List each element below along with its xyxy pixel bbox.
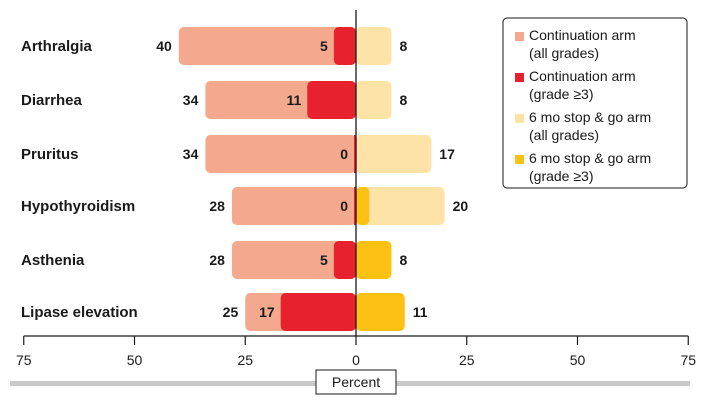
bars-layer [178,27,445,331]
label-continuation-grade3-asthenia: 5 [320,252,328,268]
legend-entry-label: (grade ≥3) [529,168,594,184]
bar-continuation-all-arthralgia [178,27,356,65]
label-stop-go-all-pruritus: 17 [439,146,455,162]
category-label-lipase-elevation: Lipase elevation [21,304,138,321]
label-stop-go-all-lipase-elevation: 11 [413,304,428,320]
legend-entry-label: Continuation arm [529,27,636,43]
label-continuation-all-diarrhea: 34 [183,92,199,108]
bar-continuation-grade3-arthralgia [333,27,356,65]
label-stop-go-all-arthralgia: 8 [399,38,407,54]
bar-continuation-all-asthenia [231,241,356,279]
label-continuation-grade3-arthralgia: 5 [320,38,328,54]
legend-entry-label: (all grades) [529,45,599,61]
legend-swatch [515,73,524,82]
bar-continuation-grade3-hypothyroidism [354,187,356,225]
label-stop-go-all-diarrhea: 8 [399,92,407,108]
label-continuation-all-hypothyroidism: 28 [209,198,225,214]
x-tick-label: 25 [459,352,475,368]
bar-continuation-grade3-lipase-elevation [280,293,356,331]
bar-stop-go-all-diarrhea [356,81,392,119]
label-continuation-grade3-hypothyroidism: 0 [340,198,348,214]
category-label-asthenia: Asthenia [21,252,85,269]
legend-swatch [515,114,524,123]
bar-stop-go-grade3-asthenia [356,241,392,279]
label-continuation-all-arthralgia: 40 [156,38,172,54]
bar-stop-go-grade3-hypothyroidism [356,187,370,225]
x-label-box [315,369,397,395]
legend-entry-label: (grade ≥3) [529,86,594,102]
label-continuation-all-lipase-elevation: 25 [223,304,239,320]
legend-entry-label: 6 mo stop & go arm [529,109,651,125]
label-continuation-grade3-pruritus: 0 [340,146,348,162]
category-label-hypothyroidism: Hypothyroidism [21,198,135,215]
legend-box [502,17,688,189]
label-continuation-all-asthenia: 28 [209,252,225,268]
labels-layer: Arthralgia 40 5 8 Diarrhea 34 11 8 Pruritus 34 0 17… [21,38,468,321]
bar-continuation-grade3-pruritus [354,135,356,173]
x-axis-label: Percent [332,374,380,390]
x-tick-label: 75 [16,352,32,368]
legend-entry-label: Continuation arm [529,68,636,84]
bar-stop-go-grade3-lipase-elevation [356,293,405,331]
x-tick-label: 75 [680,352,696,368]
x-tick-label: 25 [237,352,253,368]
category-label-pruritus: Pruritus [21,146,79,163]
legend-swatch [515,32,524,41]
label-continuation-all-pruritus: 34 [183,146,199,162]
bar-continuation-all-hypothyroidism [231,187,356,225]
category-label-arthralgia: Arthralgia [21,38,93,55]
label-continuation-grade3-diarrhea: 11 [286,92,301,108]
legend: Continuation arm (all grades) Continuation… [502,17,688,189]
legend-entry-label: 6 mo stop & go arm [529,150,651,166]
legend-swatch [515,155,524,164]
bar-continuation-all-pruritus [205,135,356,173]
label-continuation-grade3-lipase-elevation: 17 [259,304,275,320]
bar-continuation-grade3-asthenia [333,241,356,279]
bar-stop-go-all-pruritus [356,135,432,173]
category-label-diarrhea: Diarrhea [21,92,83,109]
x-tick-label: 50 [127,352,143,368]
legend-entry-label: (all grades) [529,127,599,143]
bar-stop-go-all-arthralgia [356,27,392,65]
bar-continuation-grade3-diarrhea [307,81,356,119]
label-stop-go-all-hypothyroidism: 20 [453,198,469,214]
label-stop-go-all-asthenia: 8 [399,252,407,268]
x-tick-label: 0 [352,352,360,368]
bar-stop-go-all-hypothyroidism [356,187,445,225]
x-tick-label: 50 [570,352,586,368]
